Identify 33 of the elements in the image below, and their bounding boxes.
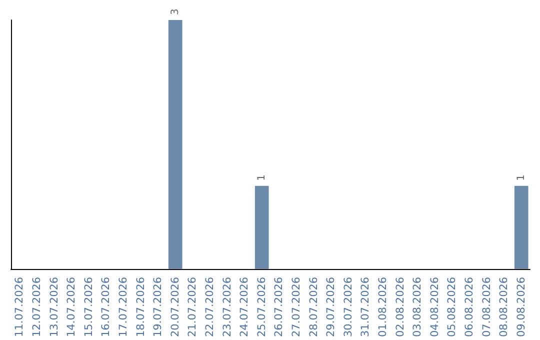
x-tick-label: 31.07.2026 xyxy=(360,276,372,338)
x-tick-label: 04.08.2026 xyxy=(428,276,441,338)
x-tick-label: 07.08.2026 xyxy=(480,276,493,338)
x-tick-label: 16.07.2026 xyxy=(100,276,112,338)
x-tick-label: 15.07.2026 xyxy=(82,276,95,338)
x-tick-label: 06.08.2026 xyxy=(463,276,476,338)
x-tick-label: 18.07.2026 xyxy=(134,276,147,338)
x-tick-label: 27.07.2026 xyxy=(290,276,302,338)
x-tick-label: 11.07.2026 xyxy=(14,276,26,338)
x-tick-label: 12.07.2026 xyxy=(30,276,43,338)
x-tick-label: 14.07.2026 xyxy=(66,276,78,338)
x-tick-label: 21.07.2026 xyxy=(186,276,199,338)
x-tick-label: 20.07.2026 xyxy=(169,276,182,338)
x-tick-label: 26.07.2026 xyxy=(273,276,286,338)
data-label: 3 xyxy=(170,8,181,15)
x-tick-label: 23.07.2026 xyxy=(221,276,234,338)
x-tick-label: 09.08.2026 xyxy=(515,276,528,338)
data-label: 1 xyxy=(256,174,268,181)
x-tick-label: 03.08.2026 xyxy=(412,276,424,338)
x-tick-label: 02.08.2026 xyxy=(394,276,406,338)
x-tick-label: 01.08.2026 xyxy=(376,276,389,338)
x-tick-label: 22.07.2026 xyxy=(204,276,216,338)
x-tick-label: 17.07.2026 xyxy=(117,276,130,338)
x-tick-label: 28.07.2026 xyxy=(308,276,320,338)
x-tick-label: 30.07.2026 xyxy=(342,276,354,338)
x-tick-label: 29.07.2026 xyxy=(325,276,338,338)
data-label: 1 xyxy=(516,174,527,181)
x-tick-label: 19.07.2026 xyxy=(152,276,164,338)
x-tick-label: 05.08.2026 xyxy=(446,276,458,338)
x-tick-label: 24.07.2026 xyxy=(238,276,251,338)
x-tick-label: 08.08.2026 xyxy=(498,276,510,338)
x-tick-label: 25.07.2026 xyxy=(256,276,268,338)
x-tick-label: 13.07.2026 xyxy=(48,276,60,338)
